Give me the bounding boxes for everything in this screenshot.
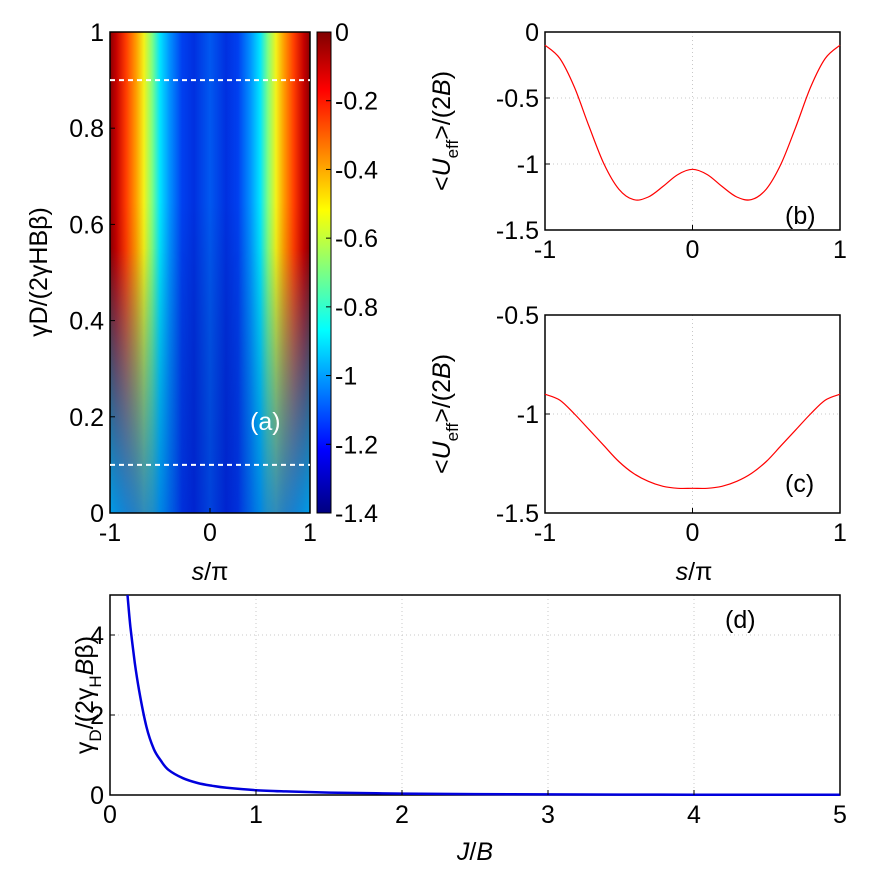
x-tick-label: 2 — [395, 801, 409, 829]
colorbar-tick-label: -0.4 — [335, 156, 378, 184]
x-tick-label: 0 — [103, 801, 117, 829]
colorbar-gradient — [316, 31, 332, 514]
y-tick-label: 0 — [525, 19, 539, 47]
x-tick-label: 1 — [303, 519, 317, 547]
colorbar-tick-label: 0 — [335, 19, 349, 47]
panel-c-x-ticks: -1 0 1 — [534, 508, 847, 547]
panel-b: -1 0 1 0-0.5-1-1.5 (b) <Ueff>/(2B) — [428, 19, 847, 264]
panel-d-series-line — [126, 594, 840, 797]
panel-c-series-line — [544, 393, 841, 490]
panel-c-y-ticks: -0.5 -1 -1.5 — [496, 302, 550, 528]
colorbar-tick-label: -0.8 — [335, 294, 378, 322]
panel-b-label: (b) — [785, 202, 816, 230]
y-tick-label: 4 — [90, 622, 104, 650]
x-tick-label: 0 — [686, 236, 700, 264]
panel-d-label: (d) — [725, 606, 756, 634]
panel-c: -1 0 1 -0.5-1-1.5 (c) s/π <Ueff>/(2B) — [428, 302, 847, 586]
y-tick-label: 0 — [90, 500, 104, 528]
panel-a: (a) -1 0 1 00.20.40.60.81 s/π γD/(2γHBβ) — [25, 19, 317, 586]
panel-a-ylabel: γD/(2γHBβ) — [25, 207, 53, 337]
x-tick-label: -1 — [534, 519, 556, 547]
panel-d-xlabel: J/B — [456, 838, 493, 866]
x-tick-label: 1 — [249, 801, 263, 829]
y-tick-label: 0.8 — [69, 115, 104, 143]
x-tick-label: 4 — [687, 801, 701, 829]
y-tick-label: 0.2 — [69, 404, 104, 432]
y-tick-label: -0.5 — [496, 85, 539, 113]
x-tick-label: 3 — [541, 801, 555, 829]
panel-a-xlabel: s/π — [192, 558, 229, 586]
panel-b-y-ticks: 0 -0.5 -1 -1.5 — [496, 19, 550, 245]
x-tick-label: 0 — [203, 519, 217, 547]
y-tick-label: 0.4 — [69, 308, 104, 336]
x-tick-label: 1 — [833, 519, 847, 547]
y-tick-label: 2 — [90, 702, 104, 730]
panel-a-label: (a) — [250, 408, 281, 436]
x-tick-label: -1 — [534, 236, 556, 264]
heatmap-shade — [110, 32, 310, 513]
panel-d-grid — [110, 595, 840, 795]
panel-d-x-ticks: 0 1 2 3 4 5 — [103, 790, 847, 829]
panel-c-ylabel: <Ueff>/(2B) — [428, 354, 462, 474]
y-tick-label: 0.6 — [69, 211, 104, 239]
y-tick-label: 0 — [90, 782, 104, 810]
panel-b-grid — [545, 32, 840, 230]
panel-b-x-ticks: -1 0 1 — [534, 225, 847, 264]
panel-c-label: (c) — [785, 470, 814, 498]
panel-b-series-line — [544, 44, 841, 201]
colorbar: 0 -0.2 -0.4 -0.6 -0.8 -1 -1.2 -1.4 — [316, 19, 378, 528]
colorbar-tick-label: -0.2 — [335, 88, 378, 116]
x-tick-label: 5 — [833, 801, 847, 829]
y-tick-label: 1 — [90, 19, 104, 47]
colorbar-tick-label: -1.4 — [335, 500, 378, 528]
panel-d: 0 1 2 3 4 5 0 2 4 (d) J/B γD/(2γHBβ) — [71, 594, 847, 866]
y-tick-label: -1.5 — [496, 217, 539, 245]
panel-d-ylabel: γD/(2γHBβ) — [71, 636, 105, 754]
panel-b-ylabel: <Ueff>/(2B) — [428, 71, 462, 191]
colorbar-tick-label: -1 — [335, 363, 357, 391]
panel-a-x-ticks: -1 0 1 — [99, 508, 317, 547]
panel-a-y-ticks: 0 0.2 0.4 0.6 0.8 1 — [69, 19, 115, 528]
x-tick-label: -1 — [99, 519, 121, 547]
x-tick-label: 1 — [833, 236, 847, 264]
x-tick-label: 0 — [686, 519, 700, 547]
dashed-lines — [110, 79, 310, 466]
colorbar-tick-label: -1.2 — [335, 431, 378, 459]
y-tick-label: -0.5 — [496, 302, 539, 330]
y-tick-label: -1 — [517, 401, 539, 429]
y-tick-label: -1 — [517, 151, 539, 179]
colorbar-ticks: 0 -0.2 -0.4 -0.6 -0.8 -1 -1.2 -1.4 — [326, 19, 378, 528]
y-tick-label: -1.5 — [496, 500, 539, 528]
panel-c-xlabel: s/π — [676, 558, 713, 586]
colorbar-tick-label: -0.6 — [335, 225, 378, 253]
panel-c-grid — [545, 315, 840, 513]
panel-d-y-ticks: 0 2 4 — [90, 622, 115, 810]
